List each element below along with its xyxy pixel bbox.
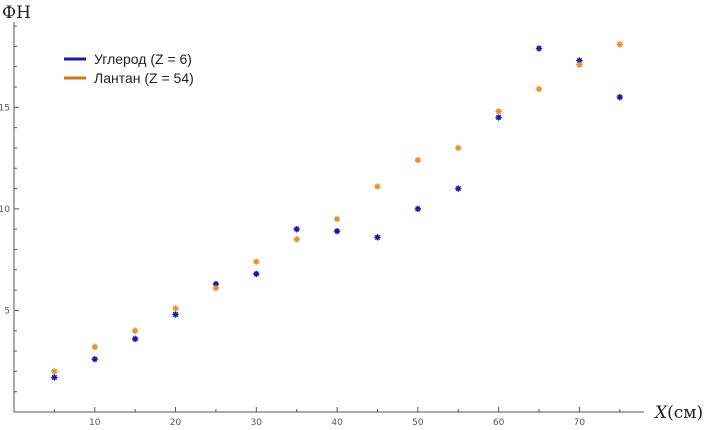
data-point-series-0	[576, 57, 583, 64]
data-point-series-0	[374, 234, 381, 241]
y-tick-label: 15	[0, 103, 10, 113]
x-tick-label: 10	[89, 418, 101, 428]
x-axis-label: X(см)	[653, 403, 703, 423]
data-point-series-1	[495, 108, 502, 115]
x-tick-label: 30	[251, 418, 263, 428]
data-point-series-1	[253, 258, 260, 265]
data-point-series-1	[414, 156, 422, 164]
data-point-series-0	[91, 355, 98, 363]
data-point-series-1	[576, 61, 583, 68]
data-point-series-1	[333, 215, 341, 223]
data-point-series-1	[455, 144, 462, 152]
data-point-series-1	[212, 284, 220, 292]
data-point-series-0	[495, 114, 502, 121]
x-tick-label: 50	[412, 418, 424, 428]
x-tick-label: 20	[170, 418, 182, 428]
data-point-series-0	[333, 228, 341, 235]
data-point-series-1	[616, 41, 623, 48]
data-point-series-1	[51, 368, 58, 375]
legend: Углерод (Z = 6) Лантан (Z = 54)	[64, 51, 194, 86]
data-point-series-1	[293, 236, 300, 243]
y-tick-label: 10	[0, 205, 10, 215]
x-tick-label: 60	[493, 418, 505, 428]
data-point-series-0	[455, 185, 462, 192]
legend-label-carbon: Углерод (Z = 6)	[94, 51, 192, 67]
y-tick-label: 5	[4, 306, 10, 316]
x-tick-label: 40	[331, 418, 343, 428]
data-point-series-0	[253, 270, 260, 278]
x-ticks: 10 20 30 40 50 60 70	[53, 407, 621, 428]
data-point-series-0	[212, 280, 220, 288]
x-axis-label-unit: (см)	[667, 403, 703, 423]
x-tick-label: 70	[574, 418, 586, 428]
data-points	[51, 41, 623, 381]
data-point-series-0	[51, 374, 58, 381]
data-point-series-1	[91, 343, 98, 351]
data-point-series-1	[172, 305, 179, 312]
data-point-series-0	[414, 205, 422, 213]
data-point-series-1	[535, 85, 543, 93]
data-point-series-0	[616, 93, 623, 101]
data-point-series-1	[131, 327, 139, 334]
x-axis-label-var: X	[653, 403, 668, 423]
data-point-series-0	[131, 335, 139, 343]
data-point-series-0	[172, 311, 179, 318]
legend-label-lanthanum: Лантан (Z = 54)	[94, 70, 194, 86]
data-point-series-0	[535, 45, 543, 52]
data-point-series-1	[374, 183, 381, 190]
y-axis-label: ФН	[2, 3, 31, 23]
data-point-series-0	[293, 225, 300, 233]
y-ticks: 5 10 15	[0, 25, 19, 393]
